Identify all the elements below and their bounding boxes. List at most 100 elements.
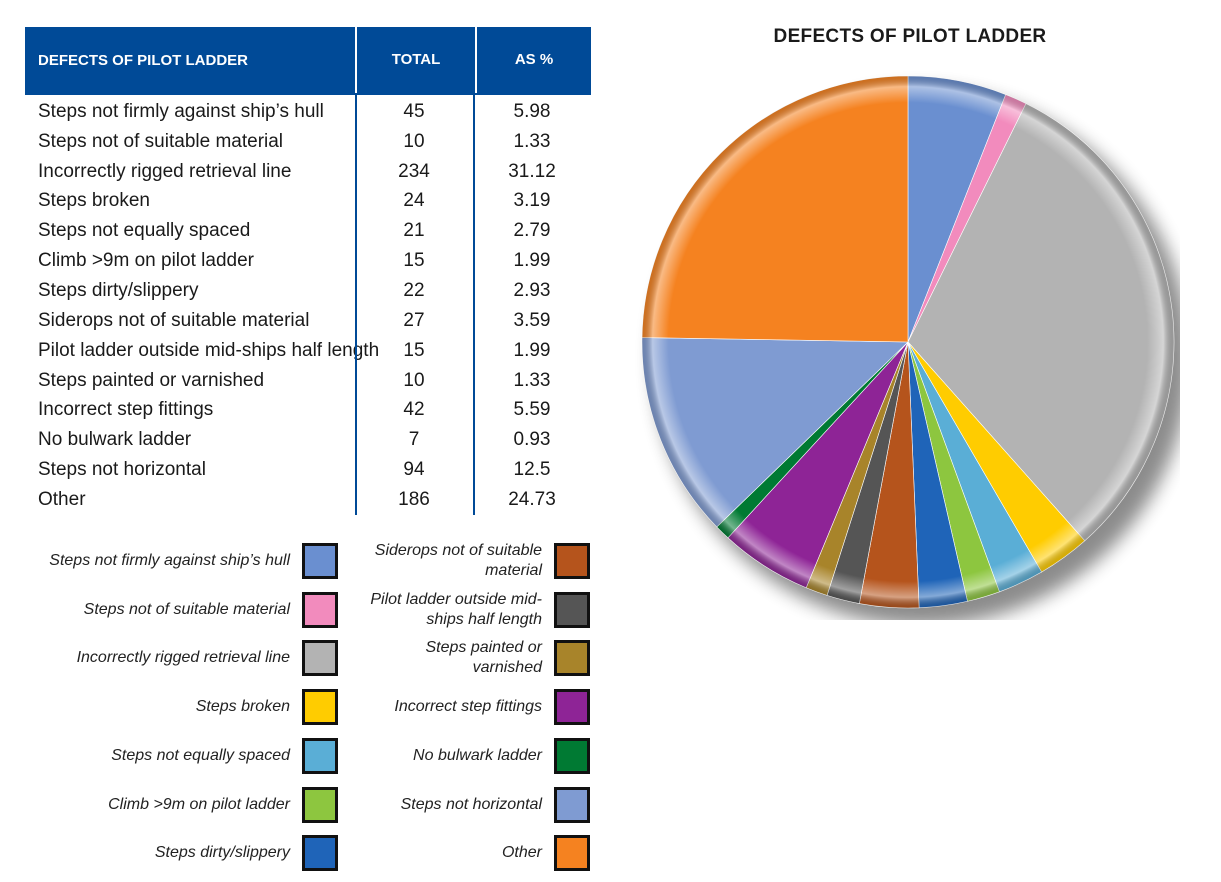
total-cell: 15 — [403, 339, 425, 361]
legend-label: Steps not firmly against ship’s hull — [49, 552, 290, 569]
defect-name-cell: Other — [38, 488, 86, 510]
percent-cell: 1.33 — [513, 369, 551, 391]
table-row: Steps not horizontal 94 12.5 — [25, 455, 591, 485]
header-total: TOTAL — [355, 27, 475, 93]
total-cell: 10 — [403, 369, 425, 391]
percent-cell: 0.93 — [513, 429, 551, 451]
table-row: Climb >9m on pilot ladder 15 1.99 — [25, 246, 591, 276]
legend-item: Steps dirty/slippery — [8, 835, 338, 872]
table-row: Pilot ladder outside mid-ships half leng… — [25, 336, 591, 366]
legend-item: Siderops not of suitable material — [260, 542, 590, 579]
defect-name-cell: Pilot ladder outside mid-ships half leng… — [38, 339, 380, 361]
total-cell: 7 — [408, 429, 420, 451]
legend-label: Steps not equally spaced — [111, 746, 290, 764]
legend-swatch — [554, 737, 590, 774]
percent-cell: 5.98 — [513, 100, 551, 122]
defect-name-cell: Steps not firmly against ship’s hull — [38, 100, 324, 122]
pie-chart — [641, 75, 1180, 620]
total-cell: 234 — [398, 160, 430, 182]
legend-item: Steps not horizontal — [260, 786, 590, 823]
percent-cell: 5.59 — [513, 399, 551, 421]
legend-item: Incorrectly rigged retrieval line — [8, 640, 338, 677]
defect-name-cell: Steps dirty/slippery — [38, 279, 199, 301]
percent-cell: 1.33 — [513, 130, 551, 152]
legend-label: Steps painted or varnished — [425, 639, 542, 677]
defect-name-cell: Climb >9m on pilot ladder — [38, 250, 254, 272]
percent-cell: 2.79 — [513, 220, 551, 242]
table-row: Steps not of suitable material 10 1.33 — [25, 127, 591, 157]
legend-label: Steps not horizontal — [400, 795, 542, 813]
legend-item: Other — [260, 835, 590, 872]
legend-swatch — [554, 689, 590, 726]
legend-item: Steps not firmly against ship’s hull — [8, 543, 338, 579]
legend-swatch — [302, 786, 338, 823]
table-row: Siderops not of suitable material 27 3.59 — [25, 306, 591, 336]
legend-swatch — [302, 737, 338, 774]
percent-cell: 31.12 — [508, 160, 556, 182]
total-cell: 186 — [398, 488, 430, 510]
defect-name-cell: Steps broken — [38, 190, 150, 212]
table-row: Steps broken 24 3.19 — [25, 187, 591, 217]
chart-title: DEFECTS OF PILOT LADDER — [773, 26, 1047, 47]
legend-item: Steps not equally spaced — [8, 737, 338, 774]
defect-name-cell: Steps painted or varnished — [38, 369, 265, 391]
percent-cell: 3.19 — [513, 190, 551, 212]
legend-swatch — [302, 543, 338, 579]
legend-swatch — [554, 835, 590, 872]
table-row: Steps painted or varnished 10 1.33 — [25, 366, 591, 396]
header-percent: AS % — [475, 27, 591, 93]
legend-item: No bulwark ladder — [260, 737, 590, 774]
defect-name-cell: Steps not of suitable material — [38, 130, 284, 152]
table-row: Other 186 24.73 — [25, 485, 591, 515]
table-header: DEFECTS OF PILOT LADDER TOTAL AS % — [25, 27, 591, 93]
percent-cell: 3.59 — [513, 309, 551, 331]
total-cell: 94 — [403, 459, 425, 481]
total-cell: 15 — [403, 250, 425, 272]
percent-cell: 24.73 — [508, 488, 556, 510]
defect-name-cell: Incorrectly rigged retrieval line — [38, 160, 292, 182]
legend-swatch — [554, 786, 590, 823]
legend-item: Climb >9m on pilot ladder — [8, 786, 338, 823]
total-cell: 45 — [403, 100, 425, 122]
table-row: Steps dirty/slippery 22 2.93 — [25, 276, 591, 306]
total-cell: 22 — [403, 279, 425, 301]
total-cell: 42 — [403, 399, 425, 421]
legend-label: Steps not of suitable material — [83, 600, 290, 618]
legend-item: Incorrect step fittings — [260, 689, 590, 726]
percent-cell: 2.93 — [513, 279, 551, 301]
legend-label: Incorrect step fittings — [394, 698, 542, 716]
legend-item: Steps broken — [8, 689, 338, 726]
legend-label: Steps broken — [195, 698, 290, 716]
legend-swatch — [302, 835, 338, 872]
defect-name-cell: No bulwark ladder — [38, 429, 192, 451]
table-body: Steps not firmly against ship’s hull 45 5.… — [25, 93, 591, 515]
percent-cell: 12.5 — [513, 459, 551, 481]
legend-swatch — [554, 591, 590, 628]
percent-cell: 1.99 — [513, 250, 551, 272]
legend-swatch — [554, 543, 590, 579]
legend-item: Pilot ladder outside mid-ships half leng… — [260, 590, 590, 628]
legend-label: Steps dirty/slippery — [154, 844, 290, 862]
table-row: Incorrect step fittings 42 5.59 — [25, 395, 591, 425]
legend-label: Incorrectly rigged retrieval line — [76, 649, 290, 667]
header-defects: DEFECTS OF PILOT LADDER — [38, 51, 248, 69]
legend-item: Steps not of suitable material — [8, 591, 338, 628]
column-divider — [355, 95, 357, 515]
defects-table: DEFECTS OF PILOT LADDER TOTAL AS % Steps… — [25, 27, 591, 515]
legend-swatch — [302, 689, 338, 726]
legend-label: Siderops not of suitable material — [374, 542, 542, 579]
total-cell: 21 — [403, 220, 425, 242]
table-row: Steps not firmly against ship’s hull 45 5.… — [25, 97, 591, 127]
legend-swatch — [554, 640, 590, 677]
defect-name-cell: Incorrect step fittings — [38, 399, 214, 421]
legend-item: Steps painted or varnished — [260, 639, 590, 677]
total-cell: 27 — [403, 309, 425, 331]
legend-swatch — [302, 591, 338, 628]
total-cell: 24 — [403, 190, 425, 212]
table-row: Incorrectly rigged retrieval line 234 31.1… — [25, 157, 591, 187]
column-divider — [473, 95, 475, 515]
total-cell: 10 — [403, 130, 425, 152]
legend-label: Pilot ladder outside mid-ships half leng… — [370, 590, 542, 628]
table-row: No bulwark ladder 7 0.93 — [25, 425, 591, 455]
pie-rim — [642, 76, 1174, 608]
